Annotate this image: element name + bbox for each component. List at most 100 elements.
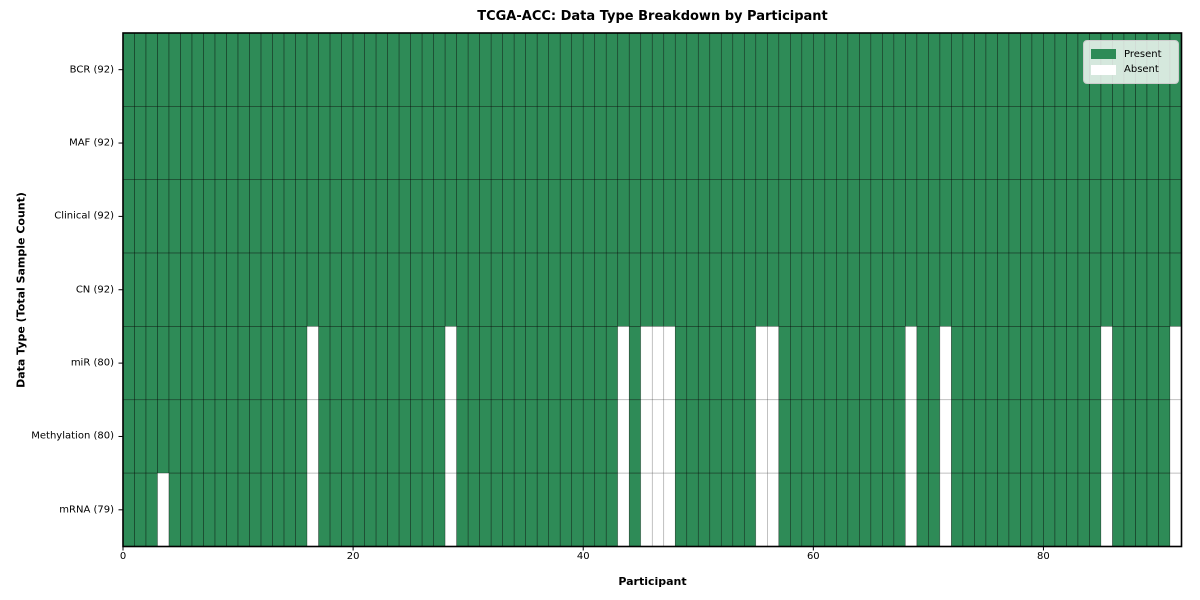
heatmap-cell <box>490 179 503 254</box>
heatmap-cell <box>997 326 1010 401</box>
heatmap-cell <box>720 252 734 327</box>
heatmap-cell <box>928 179 941 254</box>
heatmap-cell <box>1054 252 1067 327</box>
heatmap-cell <box>157 326 170 401</box>
heatmap-cell <box>571 399 584 474</box>
heatmap-cell <box>421 179 434 254</box>
heatmap-cell <box>836 399 849 474</box>
heatmap-cell <box>617 399 630 474</box>
heatmap-cell <box>1043 252 1056 327</box>
heatmap-cell <box>180 32 193 107</box>
heatmap-cell <box>1054 326 1067 401</box>
heatmap-cell <box>329 472 342 547</box>
x-tick-label: 0 <box>119 551 127 562</box>
heatmap-cell <box>605 399 619 474</box>
heatmap-cell <box>145 472 158 547</box>
heatmap-cell <box>502 179 515 254</box>
heatmap-cell <box>398 32 411 107</box>
heatmap-cell <box>525 252 538 327</box>
heatmap-cell <box>778 326 791 401</box>
heatmap-cell <box>847 326 860 401</box>
heatmap-cell <box>1066 32 1079 107</box>
heatmap-cell <box>191 106 204 181</box>
heatmap-cell <box>997 179 1010 254</box>
heatmap-cell <box>882 252 895 327</box>
heatmap-cell <box>801 106 814 181</box>
y-tick-label: mRNA (79) <box>59 504 114 516</box>
heatmap-cell <box>456 106 469 181</box>
heatmap-cell <box>617 32 630 107</box>
heatmap-cell <box>444 32 457 107</box>
heatmap-cell <box>237 252 250 327</box>
heatmap-cell <box>709 32 722 107</box>
heatmap-cell <box>318 472 331 547</box>
heatmap-cell <box>893 472 906 547</box>
heatmap-cell <box>651 326 665 401</box>
legend-label-absent: Absent <box>1124 64 1159 76</box>
heatmap-cell <box>375 106 388 181</box>
heatmap-cell <box>352 326 365 401</box>
heatmap-cell <box>651 106 665 181</box>
heatmap-cell <box>801 252 814 327</box>
heatmap-cell <box>1158 326 1171 401</box>
heatmap-cell <box>640 106 653 181</box>
heatmap-cell <box>824 326 837 401</box>
heatmap-cell <box>352 472 365 547</box>
heatmap-cell <box>122 179 135 254</box>
y-tick-label: MAF (92) <box>69 137 114 149</box>
heatmap-cell <box>1089 252 1102 327</box>
heatmap-cell <box>134 472 147 547</box>
heatmap-cell <box>157 32 170 107</box>
heatmap-cell <box>329 326 342 401</box>
heatmap-cell <box>790 32 803 107</box>
heatmap-cell <box>513 472 526 547</box>
heatmap-cell <box>1031 326 1044 401</box>
heatmap-cell <box>456 472 469 547</box>
heatmap-cell <box>513 106 526 181</box>
heatmap-cell <box>974 472 987 547</box>
heatmap-cell <box>226 472 239 547</box>
heatmap-cell <box>709 179 722 254</box>
heatmap-cell <box>203 252 216 327</box>
heatmap-cell <box>824 252 837 327</box>
heatmap-cell <box>1008 106 1021 181</box>
heatmap-cell <box>295 252 308 327</box>
heatmap-cell <box>801 472 814 547</box>
heatmap-cell <box>801 32 814 107</box>
heatmap-cell <box>479 179 492 254</box>
heatmap-cell <box>1135 106 1148 181</box>
heatmap-cell <box>1066 399 1079 474</box>
heatmap-cell <box>1158 399 1171 474</box>
heatmap-cell <box>905 32 918 107</box>
heatmap-cell <box>709 472 722 547</box>
heatmap-cell <box>813 399 826 474</box>
heatmap-cell <box>905 179 918 254</box>
heatmap-cell <box>985 106 998 181</box>
heatmap-cell <box>870 472 883 547</box>
heatmap-cell <box>145 252 158 327</box>
heatmap-cell <box>1100 472 1113 547</box>
heatmap-cell <box>398 399 411 474</box>
heatmap-cell <box>364 252 377 327</box>
heatmap-cell <box>928 32 941 107</box>
heatmap-cell <box>1054 106 1067 181</box>
heatmap-cell <box>410 32 423 107</box>
heatmap-cell <box>260 472 273 547</box>
heatmap-cell <box>778 179 791 254</box>
heatmap-cell <box>502 32 515 107</box>
heatmap-cell <box>582 106 596 181</box>
heatmap-cell <box>951 399 964 474</box>
heatmap-cell <box>847 179 860 254</box>
heatmap-cell <box>836 106 849 181</box>
heatmap-cell <box>203 326 216 401</box>
heatmap-cell <box>456 326 469 401</box>
heatmap-cell <box>790 399 803 474</box>
heatmap-cell <box>306 399 319 474</box>
heatmap-cell <box>387 399 400 474</box>
heatmap-cell <box>916 179 929 254</box>
heatmap-cell <box>617 326 630 401</box>
heatmap-cell <box>1043 472 1056 547</box>
heatmap-cell <box>180 472 193 547</box>
heatmap-cell <box>237 179 250 254</box>
heatmap-cell <box>490 252 503 327</box>
